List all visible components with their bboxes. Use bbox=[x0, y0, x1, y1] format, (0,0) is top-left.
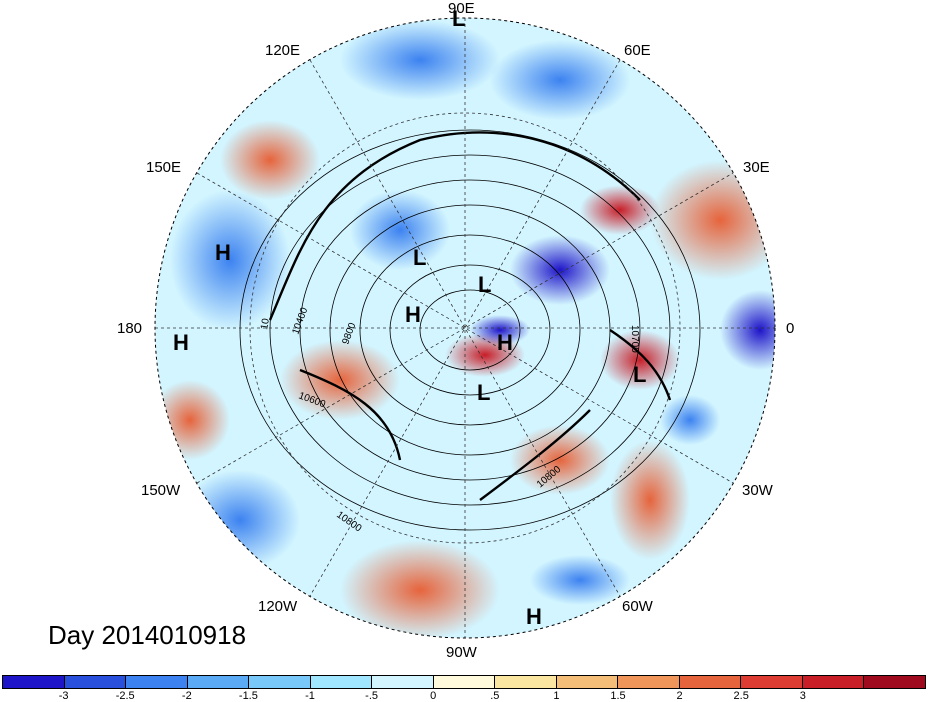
colorbar-swatch-7 bbox=[433, 676, 496, 688]
colorbar-tick-2: -2 bbox=[181, 690, 192, 702]
pressure-mark-7: L bbox=[477, 380, 490, 405]
lon-label-150w: 150W bbox=[141, 482, 181, 499]
pressure-mark-1: H bbox=[215, 240, 231, 265]
pressure-mark-2: L bbox=[413, 245, 426, 270]
colorbar-swatch-12 bbox=[741, 676, 803, 688]
colorbar-tick-1: -2.5 bbox=[115, 690, 135, 702]
lon-label-180: 180 bbox=[117, 320, 143, 337]
pressure-mark-6: L bbox=[633, 362, 646, 387]
lon-label-30w: 30W bbox=[742, 482, 773, 499]
colorbar-swatch-13 bbox=[802, 676, 865, 688]
colorbar-swatch-10 bbox=[618, 676, 680, 688]
colorbar-tick-8: 1 bbox=[553, 690, 560, 702]
colorbar-swatch-11 bbox=[679, 676, 742, 688]
colorbar-swatch-1 bbox=[64, 676, 127, 688]
colorbar-swatch-14 bbox=[864, 676, 925, 688]
colorbar-swatch-9 bbox=[556, 676, 619, 688]
colorbar-tick-4: -1 bbox=[305, 690, 315, 702]
pressure-mark-0: L bbox=[452, 6, 465, 31]
contour-label-6: 10 bbox=[259, 317, 272, 330]
lon-label-90w: 90W bbox=[446, 644, 477, 661]
lon-label-120w: 120W bbox=[258, 598, 298, 615]
colorbar-swatch-2 bbox=[126, 676, 188, 688]
colorbar-swatch-5 bbox=[310, 676, 373, 688]
colorbar-tick-9: 1.5 bbox=[610, 690, 626, 702]
pressure-mark-9: H bbox=[526, 604, 542, 629]
lon-label-120e: 120E bbox=[265, 42, 301, 59]
colorbar-tick-11: 2.5 bbox=[733, 690, 749, 702]
map-boundary bbox=[154, 17, 776, 639]
graticule bbox=[155, 18, 775, 638]
lon-label-60w: 60W bbox=[622, 598, 653, 615]
lon-label-60e: 60E bbox=[624, 42, 651, 59]
colorbar-tick-5: -.5 bbox=[365, 690, 379, 702]
pressure-mark-3: L bbox=[478, 272, 491, 297]
colorbar-swatch-6 bbox=[372, 676, 434, 688]
lon-label-0: 0 bbox=[786, 320, 795, 337]
plot-title: Day 2014010918 bbox=[48, 620, 247, 650]
geopotential-contours bbox=[239, 129, 701, 531]
colorbar-tick-7: .5 bbox=[490, 690, 500, 702]
lon-label-150e: 150E bbox=[146, 159, 182, 176]
lon-label-90e: 90E bbox=[448, 0, 475, 17]
colorbar-tick-6: 0 bbox=[430, 690, 437, 702]
colorbar-tick-12: 3 bbox=[799, 690, 806, 702]
lon-label-30e: 30E bbox=[743, 159, 770, 176]
colorbar-swatch-4 bbox=[249, 676, 311, 688]
pressure-mark-4: H bbox=[405, 302, 421, 327]
colorbar bbox=[2, 675, 926, 689]
contour-label-2: 10700 bbox=[629, 325, 640, 353]
shaded-anomaly-field bbox=[155, 18, 775, 638]
colorbar-swatch-0 bbox=[3, 676, 65, 688]
colorbar-swatch-3 bbox=[187, 676, 250, 688]
pressure-mark-8: H bbox=[173, 330, 189, 355]
colorbar-tick-0: -3 bbox=[58, 690, 69, 702]
colorbar-swatch-8 bbox=[495, 676, 557, 688]
colorbar-tick-3: -1.5 bbox=[238, 690, 258, 702]
colorbar-tick-10: 2 bbox=[676, 690, 683, 702]
pressure-mark-5: H bbox=[497, 330, 513, 355]
